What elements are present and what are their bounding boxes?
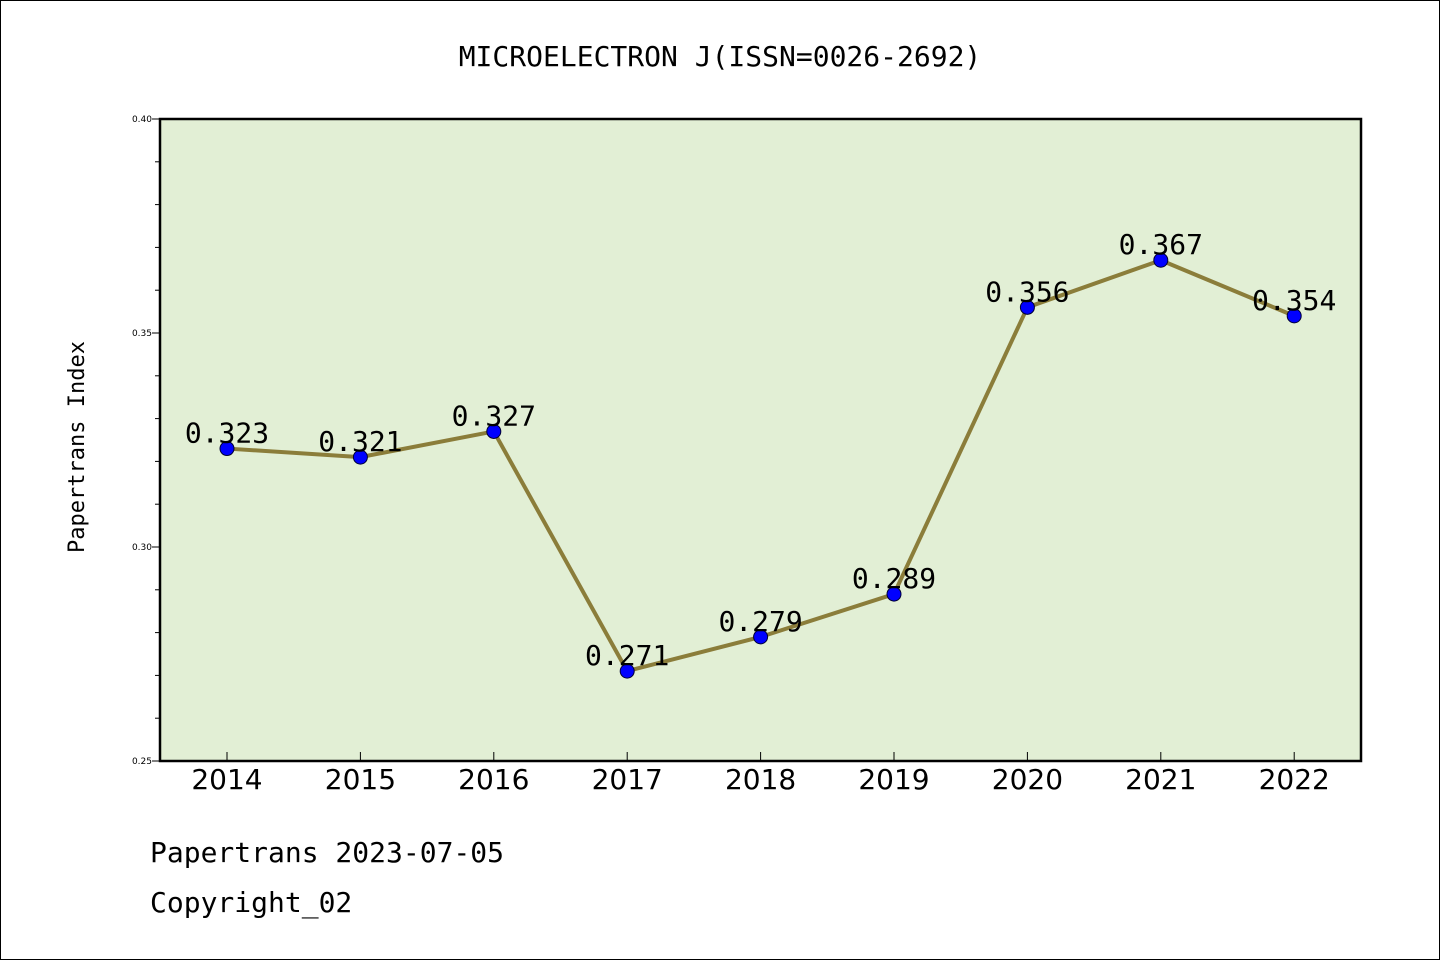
data-label: 0.271 [585, 639, 669, 672]
y-axis-label: Papertrans Index [65, 341, 90, 553]
x-tick-label: 2015 [325, 763, 396, 796]
x-tick-label: 2022 [1259, 763, 1330, 796]
x-tick-label: 2020 [992, 763, 1063, 796]
x-tick-label: 2019 [858, 763, 929, 796]
x-tick-label: 2016 [458, 763, 529, 796]
data-point [753, 629, 769, 645]
chart-title: MICROELECTRON J(ISSN=0026-2692) [459, 40, 982, 73]
x-tick-label: 2017 [592, 763, 663, 796]
x-tick-label: 2014 [191, 763, 262, 796]
data-label: 0.323 [185, 417, 269, 450]
y-tick-label: 0.35 [132, 329, 152, 339]
series [219, 252, 1302, 679]
footer-copyright: Copyright_02 [150, 886, 353, 919]
plot-area [158, 117, 1363, 763]
data-label: 0.354 [1252, 284, 1336, 317]
data-label: 0.289 [852, 562, 936, 595]
data-point [886, 586, 902, 602]
data-point [1286, 308, 1302, 324]
data-point [1019, 299, 1035, 315]
data-label: 0.356 [985, 275, 1069, 308]
y-tick-label: 0.30 [132, 543, 152, 553]
x-tick-label: 2018 [725, 763, 796, 796]
data-label: 0.279 [718, 605, 802, 638]
data-point [219, 441, 235, 457]
data-point [352, 449, 368, 465]
data-label: 0.321 [318, 425, 402, 458]
axis-ticks: 0.25 0.30 0.35 0.40 2014 2015 2016 2017 2018 2019… [132, 115, 1330, 796]
data-label: 0.367 [1119, 228, 1203, 261]
y-tick-label: 0.25 [132, 757, 152, 767]
data-label: 0.327 [452, 399, 536, 432]
data-point [1153, 252, 1169, 268]
data-point [619, 663, 635, 679]
footer-date: Papertrans 2023-07-05 [150, 836, 505, 869]
y-tick-label: 0.40 [132, 115, 152, 125]
data-point [486, 423, 502, 439]
x-tick-label: 2021 [1125, 763, 1196, 796]
data-labels: 0.323 0.321 0.327 0.271 0.279 0.289 0.356 0.367… [185, 228, 1336, 672]
